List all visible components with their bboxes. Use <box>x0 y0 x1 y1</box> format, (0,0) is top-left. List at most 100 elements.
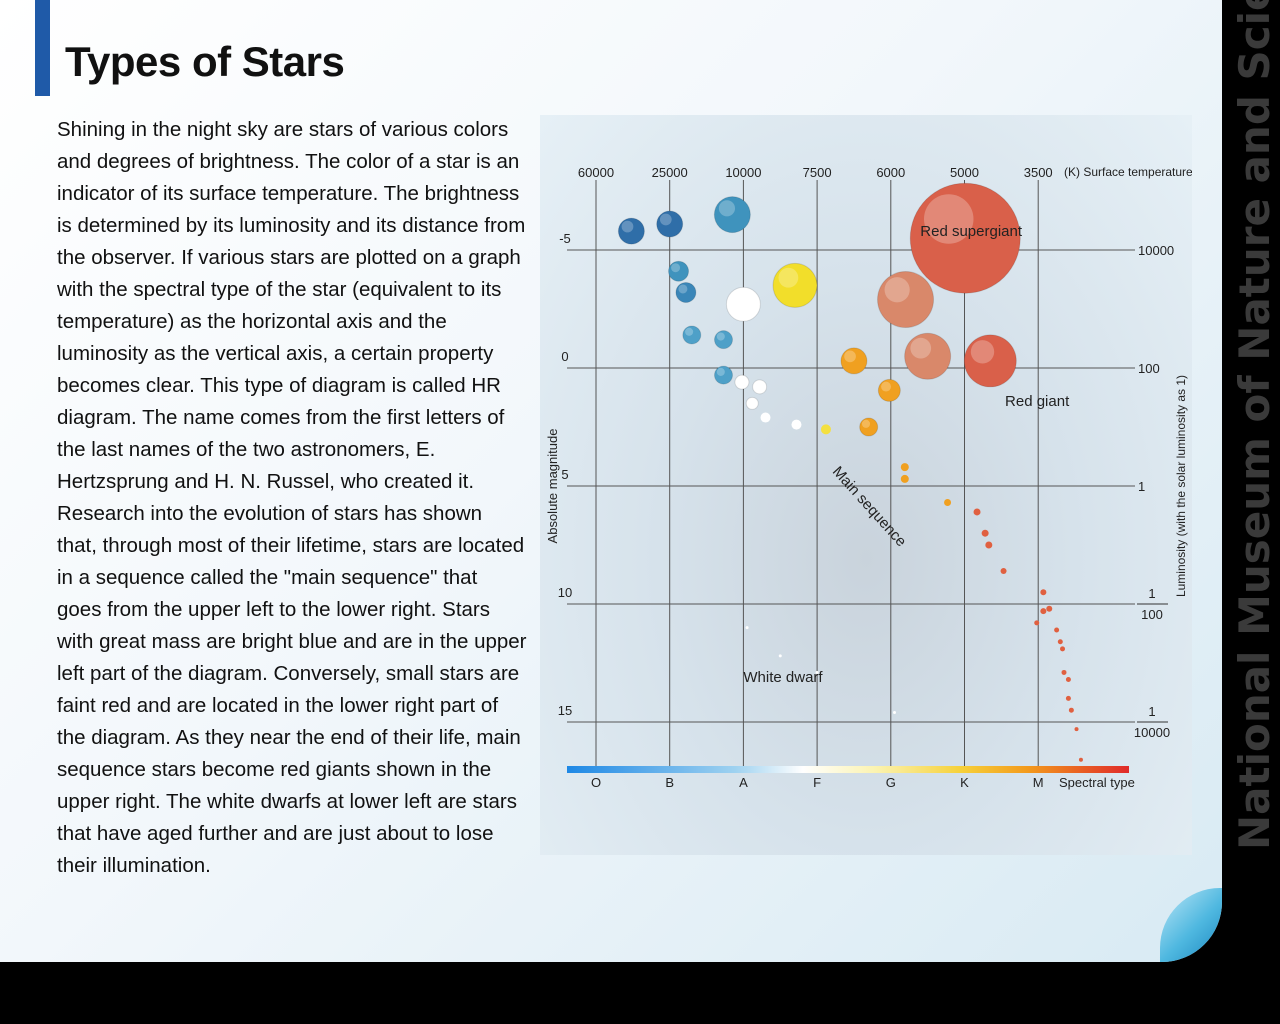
magnitude-tick-label: 5 <box>561 467 568 482</box>
star-point <box>1000 567 1007 574</box>
star-point <box>1057 639 1063 645</box>
star-highlight <box>884 277 910 303</box>
temperature-tick-label: 5000 <box>950 165 979 180</box>
spectral-tick-label: O <box>591 775 601 790</box>
star-point <box>815 670 819 674</box>
star-highlight <box>970 340 995 364</box>
star-point <box>760 412 771 423</box>
temperature-tick-label: 3500 <box>1024 165 1053 180</box>
star-point <box>1074 727 1079 732</box>
star-point <box>682 325 702 345</box>
star-point <box>963 334 1017 388</box>
star-point <box>900 474 909 483</box>
star-point <box>877 378 901 402</box>
bottom-axis-label: Spectral type <box>1059 775 1135 790</box>
star-point <box>791 419 802 430</box>
star-highlight <box>910 337 932 359</box>
star-highlight <box>716 367 725 376</box>
star-point <box>904 332 952 380</box>
star-point <box>1068 707 1074 713</box>
star-highlight <box>659 213 672 226</box>
star-point <box>1034 620 1040 626</box>
luminosity-tick-label: 100 <box>1138 361 1160 376</box>
right-axis-label: Luminosity (with the solar luminosity as… <box>1174 375 1188 597</box>
magnitude-tick-label: 15 <box>558 703 572 718</box>
star-point <box>752 379 768 395</box>
star-highlight <box>778 267 799 288</box>
star-point <box>772 262 818 308</box>
star-highlight <box>678 284 688 294</box>
star-point <box>617 217 645 245</box>
star-point <box>840 347 868 375</box>
star-point <box>675 281 697 303</box>
region-label: Red giant <box>1005 393 1070 410</box>
magnitude-tick-label: -5 <box>559 231 571 246</box>
star-point <box>1046 605 1053 612</box>
top-axis-label: (K) Surface temperature <box>1064 165 1192 179</box>
luminosity-tick-numerator: 1 <box>1148 704 1155 719</box>
star-point <box>877 271 935 329</box>
star-highlight <box>716 332 725 341</box>
region-label: White dwarf <box>743 669 823 686</box>
region-label: Main sequence <box>829 463 910 550</box>
luminosity-tick-denominator: 10000 <box>1134 725 1170 740</box>
spectral-tick-label: M <box>1033 775 1044 790</box>
page-curl <box>1160 888 1222 962</box>
star-point <box>1065 695 1071 701</box>
star-point <box>1065 677 1071 683</box>
star-point <box>725 286 761 322</box>
spectral-tick-label: B <box>665 775 674 790</box>
spectral-tick-label: F <box>813 775 821 790</box>
star-point <box>714 330 734 350</box>
luminosity-tick-numerator: 1 <box>1148 586 1155 601</box>
spectral-tick-label: G <box>886 775 896 790</box>
star-highlight <box>621 220 634 233</box>
star-point <box>1040 608 1047 615</box>
star-point <box>713 196 751 234</box>
star-point <box>892 711 896 715</box>
brand-label: National Museum of Nature and Science <box>1230 0 1279 850</box>
star-point <box>745 396 759 410</box>
star-highlight <box>718 200 736 217</box>
star-point <box>1040 589 1047 596</box>
spectral-tick-label: A <box>739 775 748 790</box>
star-highlight <box>671 263 681 273</box>
temperature-tick-label: 25000 <box>652 165 688 180</box>
star-highlight <box>730 290 746 306</box>
star-point <box>714 365 734 385</box>
star-point <box>778 654 782 658</box>
luminosity-tick-denominator: 100 <box>1141 607 1163 622</box>
star-point <box>859 417 879 437</box>
body-text: Shining in the night sky are stars of va… <box>57 118 527 877</box>
star-highlight <box>685 327 694 336</box>
temperature-tick-label: 7500 <box>803 165 832 180</box>
magnitude-tick-label: 0 <box>561 349 568 364</box>
hr-diagram: O B A F G K M 60000 25000 10000 7500 6000 5000 3500 (K… <box>540 115 1192 855</box>
temperature-tick-label: 6000 <box>876 165 905 180</box>
star-highlight <box>923 194 974 244</box>
star-point <box>981 529 989 537</box>
region-label: Red supergiant <box>920 223 1023 240</box>
star-point <box>1054 627 1060 633</box>
star-highlight <box>844 350 856 363</box>
star-point <box>745 626 749 630</box>
page-title: Types of Stars <box>65 38 345 85</box>
star-point <box>1078 757 1083 762</box>
magnitude-tick-label: 10 <box>558 585 572 600</box>
star-point <box>820 424 831 435</box>
star-point <box>909 182 1021 294</box>
temperature-tick-label: 60000 <box>578 165 614 180</box>
star-point <box>944 499 952 507</box>
star-point <box>900 463 909 472</box>
luminosity-tick-label: 10000 <box>1138 243 1174 258</box>
left-axis-label: Absolute magnitude <box>545 429 560 544</box>
star-point <box>734 374 750 390</box>
hr-diagram-svg: O B A F G K M 60000 25000 10000 7500 6000 5000 3500 (K… <box>545 165 1192 790</box>
star-point <box>668 260 690 282</box>
star-point <box>1060 646 1066 652</box>
page: Types of Stars Shining in the night sky … <box>0 0 1222 962</box>
star-point <box>1061 669 1067 675</box>
star-point <box>656 210 684 238</box>
spectral-tick-label: K <box>960 775 969 790</box>
luminosity-tick-label: 1 <box>1138 479 1145 494</box>
